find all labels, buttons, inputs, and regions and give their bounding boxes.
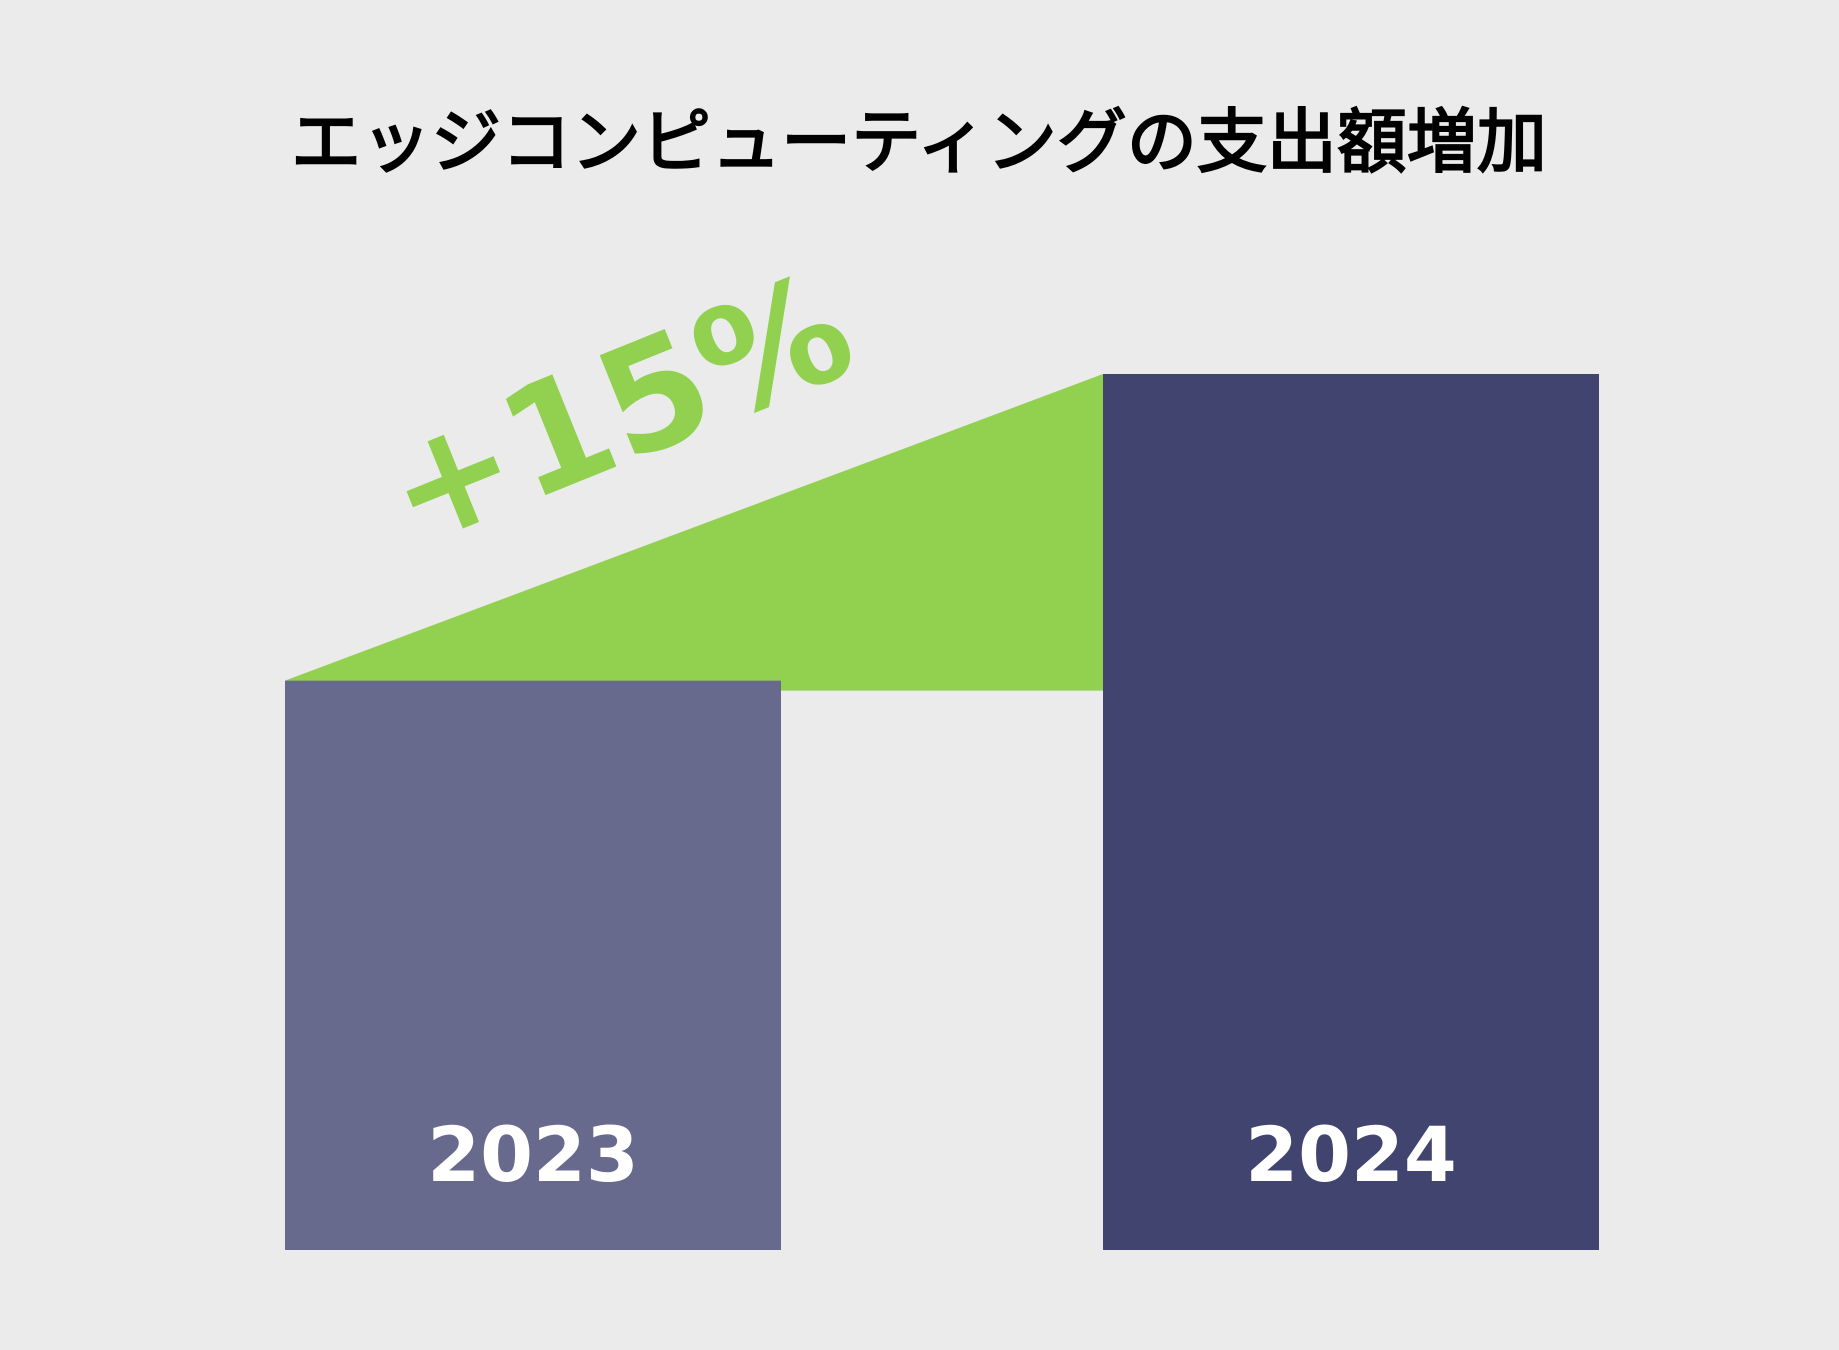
chart-title: エッジコンピューティングの支出額増加	[291, 101, 1547, 183]
bar-label: 2024	[1245, 1110, 1457, 1199]
bar	[285, 680, 781, 1250]
bar	[1103, 374, 1599, 1250]
growth-wedge	[285, 374, 1103, 691]
bar-label: 2023	[427, 1110, 639, 1199]
